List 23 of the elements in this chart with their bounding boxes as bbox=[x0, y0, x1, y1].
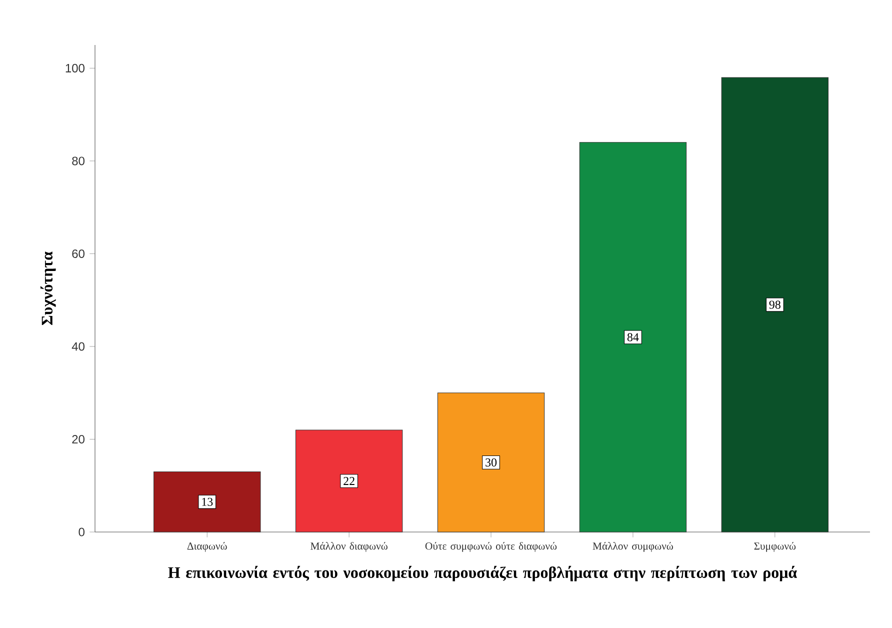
y-tick-label: 60 bbox=[72, 249, 84, 258]
x-tick-label: Ούτε συμφωνώ ούτε διαφωνώ bbox=[425, 542, 557, 552]
bar bbox=[154, 471, 261, 532]
data-label: 22 bbox=[344, 477, 354, 485]
y-tick-label: 100 bbox=[66, 64, 84, 72]
bar bbox=[721, 77, 829, 532]
bar bbox=[579, 142, 687, 532]
bar bbox=[295, 430, 403, 532]
y-tick-label: 20 bbox=[72, 434, 84, 444]
y-tick-label: 40 bbox=[72, 342, 84, 351]
x-tick-label: Συμφωνώ bbox=[754, 542, 796, 552]
y-axis-title: Συχνότητα bbox=[40, 252, 56, 326]
data-label: 84 bbox=[627, 333, 639, 342]
x-tick-label: Διαφωνώ bbox=[187, 542, 227, 552]
bar bbox=[437, 392, 545, 532]
x-axis-title: Η επικοινωνία εντός του νοσοκομείου παρουσιάζει προβλήματα στην περίπτωση των ρομά bbox=[168, 566, 797, 582]
data-label: 30 bbox=[486, 458, 497, 466]
data-label: 13 bbox=[202, 498, 213, 506]
x-tick-label: Μάλλον συμφωνώ bbox=[592, 542, 673, 552]
data-label: 98 bbox=[769, 300, 780, 309]
y-tick-label: 80 bbox=[72, 156, 84, 166]
y-tick-label: 0 bbox=[78, 528, 84, 536]
x-tick-label: Μάλλον διαφωνώ bbox=[310, 542, 388, 552]
